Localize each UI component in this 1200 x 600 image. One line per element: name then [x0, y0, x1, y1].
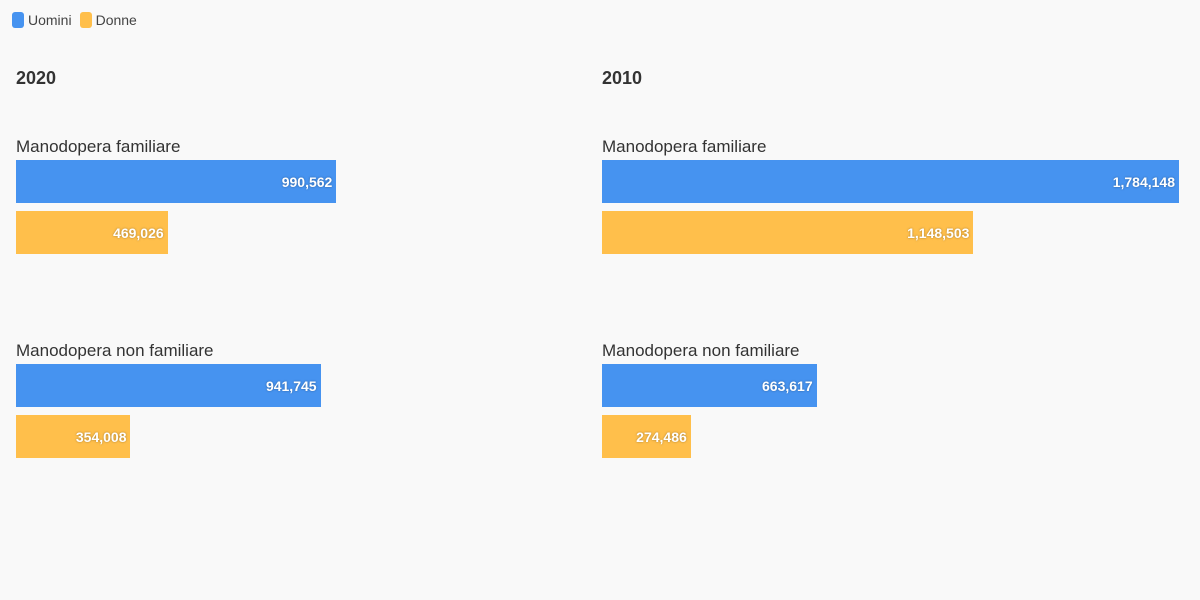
bar-value-label: 990,562: [281, 173, 333, 190]
bar-donne[interactable]: 274,486: [602, 415, 691, 458]
bar-donne[interactable]: 469,026: [16, 211, 168, 254]
category-label: Manodopera non familiare: [16, 341, 214, 360]
legend-item-donne[interactable]: Donne: [79, 12, 137, 28]
category-label: Manodopera non familiare: [602, 341, 800, 360]
panel-title: 2020: [16, 68, 57, 88]
chart-panel-2020: 2020 Manodopera familiare 990,562 469,026 M…: [0, 0, 590, 600]
legend-label-donne: Donne: [95, 12, 137, 28]
bar-donne[interactable]: 354,008: [16, 415, 131, 458]
bar-value-label: 469,026: [113, 224, 164, 241]
bar-donne[interactable]: 1,148,503: [602, 211, 974, 254]
legend-label-uomini: Uomini: [28, 12, 72, 28]
legend-swatch-donne: [79, 12, 92, 28]
bar-value-label: 354,008: [75, 428, 127, 445]
category-label: Manodopera familiare: [16, 137, 181, 156]
chart-panel-2010: 2010 Manodopera familiare 1,784,148 1,148,…: [586, 0, 1179, 600]
bar-value-label: 274,486: [636, 428, 687, 445]
chart-legend: Uomini Donne: [12, 12, 137, 28]
bar-uomini[interactable]: 1,784,148: [602, 160, 1179, 203]
legend-swatch-uomini: [12, 12, 24, 28]
bar-uomini[interactable]: 990,562: [16, 160, 337, 203]
panel-title: 2010: [602, 68, 643, 88]
bar-uomini[interactable]: 941,745: [16, 364, 321, 407]
category-label: Manodopera familiare: [602, 137, 767, 156]
bar-value-label: 663,617: [762, 377, 813, 394]
bar-value-label: 1,148,503: [907, 224, 970, 241]
bar-value-label: 1,784,148: [1112, 173, 1175, 190]
bar-uomini[interactable]: 663,617: [602, 364, 817, 407]
legend-item-uomini[interactable]: Uomini: [12, 12, 72, 28]
bar-value-label: 941,745: [265, 377, 317, 394]
